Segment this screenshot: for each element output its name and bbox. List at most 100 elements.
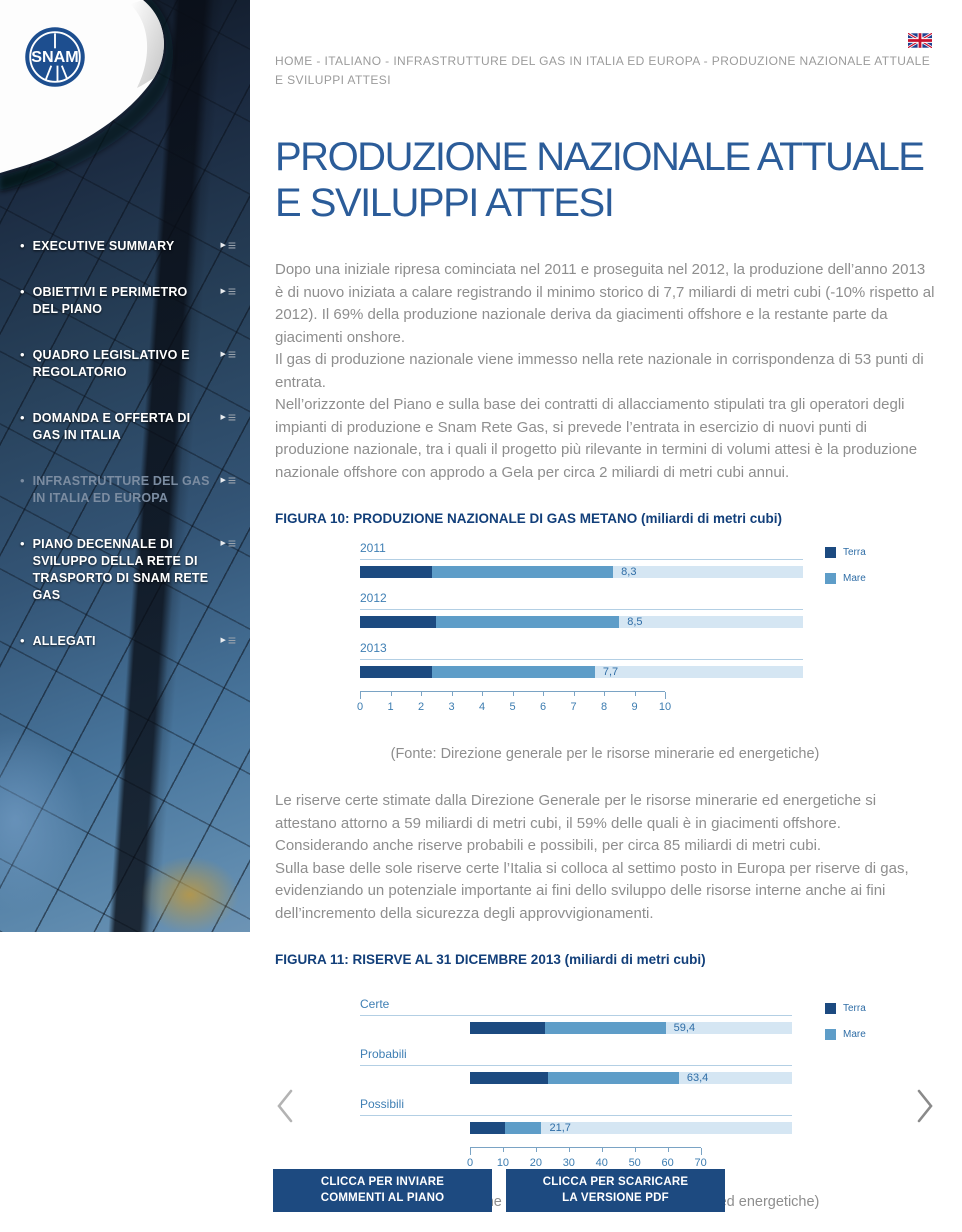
axis-tick — [535, 1148, 537, 1152]
send-comments-button[interactable]: CLICCA PER INVIARE COMMENTI AL PIANO — [273, 1169, 492, 1212]
axis-tick-label: 3 — [448, 701, 455, 713]
axis-tick-label: 60 — [661, 1157, 674, 1169]
bar-track: 21,7 — [470, 1122, 792, 1134]
hamburger-icon: ≡ — [227, 472, 236, 488]
legend-label: Mare — [843, 573, 866, 584]
triangle-icon: ▶ — [220, 637, 226, 644]
bar-segment-terra — [470, 1072, 549, 1084]
sidebar-item-0[interactable]: • EXECUTIVE SUMMARY ▶ ≡ — [20, 238, 236, 255]
bullet-icon: • — [20, 347, 25, 362]
bullet-icon: • — [20, 536, 25, 551]
axis-tick-label: 1 — [387, 701, 394, 713]
axis-tick-label: 9 — [631, 701, 638, 713]
hamburger-icon: ≡ — [227, 632, 236, 648]
sidebar-item-label: QUADRO LEGISLATIVO E REGOLATORIO — [32, 348, 190, 379]
axis-tick-label: 6 — [539, 701, 547, 713]
sidebar-item-label: DOMANDA E OFFERTA DI GAS IN ITALIA — [32, 411, 191, 442]
sidebar-item-4[interactable]: • INFRASTRUTTURE DEL GAS IN ITALIA ED EUR… — [20, 473, 236, 507]
chart-row: 2013 7,7 — [360, 641, 935, 678]
legend-swatch-icon — [825, 1003, 836, 1014]
axis-tick-label: 70 — [694, 1157, 707, 1169]
bar-track: 8,3 — [360, 566, 803, 578]
expand-menu-icon[interactable]: ▶ ≡ — [220, 284, 236, 318]
chart-category-label: 2011 — [360, 541, 803, 560]
action-buttons: CLICCA PER INVIARE COMMENTI AL PIANO CLI… — [273, 1169, 725, 1212]
bar-track: 63,4 — [470, 1072, 792, 1084]
triangle-icon: ▶ — [220, 288, 226, 295]
expand-menu-icon[interactable]: ▶ ≡ — [220, 633, 236, 650]
bar-track: 59,4 — [470, 1022, 792, 1034]
chart-row: Possibili 21,7 — [360, 1097, 935, 1134]
axis-tick — [634, 692, 636, 696]
expand-menu-icon[interactable]: ▶ ≡ — [220, 410, 236, 444]
pager — [275, 1088, 935, 1124]
sidebar-menu: • EXECUTIVE SUMMARY ▶ ≡ • OBIETTIVI E PERIMET… — [0, 238, 250, 679]
expand-menu-icon[interactable]: ▶ ≡ — [220, 238, 236, 255]
bar-segment-mare — [505, 1122, 542, 1134]
bar-segment-terra — [360, 566, 432, 578]
legend-label: Terra — [843, 1003, 866, 1014]
axis-tick-label: 10 — [496, 1157, 510, 1169]
sidebar-item-5[interactable]: • PIANO DECENNALE DI SVILUPPO DELLA RETE … — [20, 536, 236, 604]
bar-segment-mare — [548, 1072, 679, 1084]
bullet-icon: • — [20, 284, 25, 299]
legend-item-mare: Mare — [825, 573, 866, 584]
sidebar-item-6[interactable]: • ALLEGATI ▶ ≡ — [20, 633, 236, 650]
axis-tick — [421, 692, 422, 696]
sidebar-item-2[interactable]: • QUADRO LEGISLATIVO E REGOLATORIO ▶ ≡ — [20, 347, 236, 381]
axis-tick-label: 7 — [570, 701, 577, 713]
axis-tick-label: 0 — [466, 1157, 474, 1169]
sidebar-item-1[interactable]: • OBIETTIVI E PERIMETRO DEL PIANO ▶ ≡ — [20, 284, 236, 318]
axis-tick — [604, 692, 605, 696]
triangle-icon: ▶ — [220, 351, 226, 358]
triangle-icon: ▶ — [220, 414, 226, 421]
sidebar-item-label: OBIETTIVI E PERIMETRO DEL PIANO — [32, 285, 188, 316]
figure11-heading: FIGURA 11: RISERVE AL 31 DICEMBRE 2013 (… — [275, 952, 706, 967]
axis-tick-label: 30 — [562, 1157, 575, 1169]
axis-tick — [667, 1148, 669, 1152]
uk-flag-language-icon[interactable] — [908, 33, 932, 48]
bar-segment-terra — [470, 1122, 506, 1134]
bar-segment-terra — [360, 616, 437, 628]
hamburger-icon: ≡ — [227, 409, 236, 425]
bar-value-label: 21,7 — [549, 1122, 571, 1134]
download-pdf-button[interactable]: CLICCA PER SCARICARE LA VERSIONE PDF — [506, 1169, 725, 1212]
axis-tick — [700, 1148, 702, 1155]
sidebar-item-3[interactable]: • DOMANDA E OFFERTA DI GAS IN ITALIA ▶ ≡ — [20, 410, 236, 444]
bar-value-label: 8,3 — [621, 566, 637, 578]
figure10-source-note: (Fonte: Direzione generale per le risors… — [390, 746, 820, 762]
chart-row: Certe 59,4 — [360, 997, 935, 1034]
chart-row: 2011 8,3 — [360, 541, 935, 578]
axis-tick-label: 40 — [595, 1157, 608, 1169]
expand-menu-icon[interactable]: ▶ ≡ — [220, 347, 236, 381]
next-page-arrow[interactable] — [915, 1088, 935, 1124]
bar-track: 8,5 — [360, 616, 803, 628]
axis-tick — [665, 692, 666, 699]
figure11-chart: Certe 59,4 Probabili 63,4 Possibili 21,7 0 10 20… — [360, 997, 935, 1176]
chart-legend: Terra Mare — [825, 547, 866, 599]
bullet-icon: • — [20, 410, 25, 425]
expand-menu-icon[interactable]: ▶ ≡ — [220, 473, 236, 507]
axis-tick — [634, 1148, 636, 1152]
triangle-icon: ▶ — [220, 477, 226, 484]
previous-page-arrow[interactable] — [275, 1088, 295, 1124]
x-axis: 0 1 2 3 4 5 6 7 8 9 10 — [356, 691, 671, 720]
bar-track: 7,7 — [360, 666, 803, 678]
axis-tick — [512, 692, 514, 696]
axis-tick-label: 8 — [600, 701, 608, 713]
figure10-chart: 2011 8,3 2012 8,5 2013 7,7 0 1 2 3 4 5 6 7 8 9 10 Terra Ma… — [356, 541, 935, 720]
axis-tick-label: 0 — [356, 701, 364, 713]
bullet-icon: • — [20, 238, 25, 253]
hamburger-icon: ≡ — [227, 237, 236, 253]
snam-logo[interactable]: SNAM — [24, 26, 86, 88]
legend-swatch-icon — [825, 547, 836, 558]
sidebar-item-label: PIANO DECENNALE DI SVILUPPO DELLA RETE D… — [32, 537, 209, 602]
breadcrumb[interactable]: HOME - ITALIANO - INFRASTRUTTURE DEL GAS… — [275, 54, 931, 87]
axis-tick-label: 5 — [509, 701, 516, 713]
page-title: PRODUZIONE NAZIONALE ATTUALE E SVILUPPI … — [275, 135, 925, 225]
expand-menu-icon[interactable]: ▶ ≡ — [220, 536, 236, 604]
sidebar: SNAM • EXECUTIVE SUMMARY ▶ ≡ • OBIETTIVI E PE… — [0, 0, 250, 932]
bar-segment-mare — [545, 1022, 666, 1034]
axis-tick — [390, 692, 392, 696]
axis-tick-label: 4 — [478, 701, 486, 713]
